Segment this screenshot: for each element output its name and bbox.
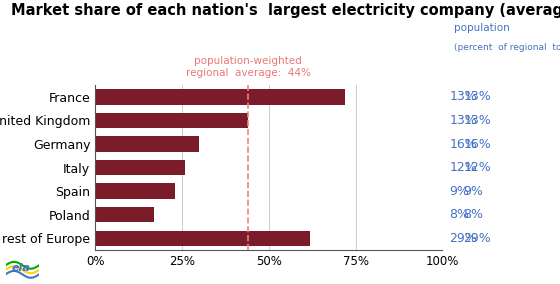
Text: 8%: 8% <box>463 208 483 221</box>
Text: 8%: 8% <box>449 208 469 221</box>
Text: regional  average:  44%: regional average: 44% <box>185 68 310 78</box>
Text: population-weighted: population-weighted <box>194 57 302 66</box>
Text: 13%: 13% <box>463 114 491 127</box>
Text: 9%: 9% <box>449 185 469 198</box>
Bar <box>95 89 345 105</box>
Text: (percent  of regional  total): (percent of regional total) <box>454 43 560 52</box>
Bar <box>95 183 175 199</box>
Text: 12%: 12% <box>463 161 491 174</box>
Text: Market share of each nation's  largest electricity company (average, 2011-13): Market share of each nation's largest el… <box>11 3 560 18</box>
Bar <box>95 160 185 175</box>
Text: 29%: 29% <box>449 232 477 245</box>
Bar <box>95 207 154 222</box>
Text: 29%: 29% <box>463 232 491 245</box>
Text: 13%: 13% <box>449 114 477 127</box>
Text: 13%: 13% <box>449 91 477 103</box>
Text: 12%: 12% <box>449 161 477 174</box>
Text: 13%: 13% <box>463 91 491 103</box>
Text: 16%: 16% <box>463 137 491 151</box>
Bar <box>95 136 199 152</box>
Text: population: population <box>454 23 510 33</box>
Bar <box>95 113 248 128</box>
Text: 9%: 9% <box>463 185 483 198</box>
Bar <box>95 231 310 246</box>
Text: eia: eia <box>11 263 30 273</box>
Text: 16%: 16% <box>449 137 477 151</box>
